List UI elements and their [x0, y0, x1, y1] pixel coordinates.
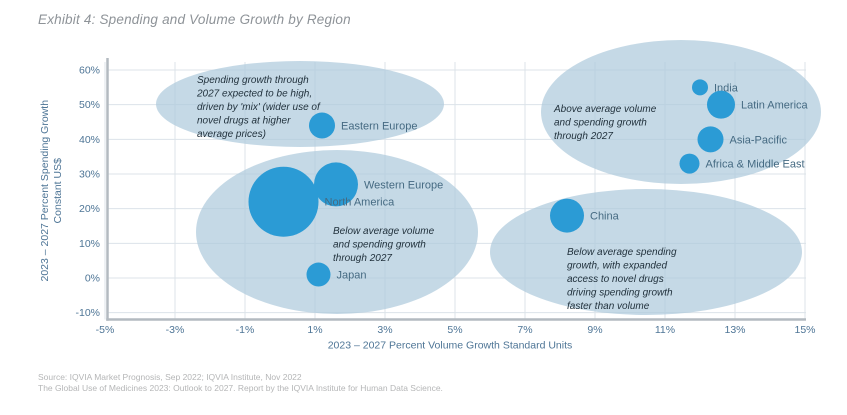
group-annotation-eastern-europe: driven by 'mix' (wider use of: [197, 102, 321, 113]
bubble-label-china: China: [590, 211, 620, 223]
bubble-asia-pacific: [697, 126, 724, 153]
group-annotation-eastern-europe: Spending growth through: [197, 75, 309, 86]
group-annotation-high-growth-markets: through 2027: [554, 131, 613, 142]
x-tick-label: -5%: [96, 324, 115, 336]
bubble-label-africa-middle-east: Africa & Middle East: [706, 159, 805, 171]
y-tick-label: 50%: [79, 99, 100, 111]
source-line: Source: IQVIA Market Prognosis, Sep 2022…: [38, 372, 302, 382]
bubble-label-eastern-europe: Eastern Europe: [341, 120, 417, 132]
group-annotation-developed-markets: Below average volume: [333, 226, 435, 237]
bubble-label-latin-america: Latin America: [741, 100, 809, 112]
bubble-africa-middle-east: [679, 153, 700, 174]
x-tick-label: 7%: [517, 324, 532, 336]
group-ellipse-high-growth-markets: [541, 40, 821, 184]
bubble-india: [692, 79, 708, 96]
x-tick-label: 15%: [794, 324, 815, 336]
bubble-label-north-america: North America: [325, 197, 396, 209]
group-annotation-developed-markets: and spending growth: [333, 240, 426, 251]
y-tick-label: 30%: [79, 169, 100, 181]
y-tick-label: 20%: [79, 203, 100, 215]
x-tick-label: -1%: [236, 324, 255, 336]
x-tick-label: 9%: [587, 324, 602, 336]
y-axis-title-line-1: 2023 – 2027 Percent Spending Growth: [39, 100, 51, 282]
x-tick-label: 1%: [307, 324, 322, 336]
x-tick-label: 3%: [377, 324, 392, 336]
y-tick-label: 40%: [79, 134, 100, 146]
group-ellipse-eastern-europe: [156, 61, 444, 147]
x-axis-title: 2023 – 2027 Percent Volume Growth Standa…: [328, 340, 573, 352]
bubble-north-america: [248, 166, 319, 237]
y-tick-label: 60%: [79, 65, 100, 77]
bubble-label-japan: Japan: [337, 270, 367, 282]
y-tick-label: 10%: [79, 238, 100, 250]
group-annotation-high-growth-markets: and spending growth: [554, 118, 647, 129]
group-annotation-eastern-europe: 2027 expected to be high,: [196, 89, 312, 100]
x-tick-label: 11%: [655, 324, 675, 336]
bubble-label-western-europe: Western Europe: [364, 179, 443, 191]
group-annotation-high-growth-markets: Above average volume: [553, 104, 657, 115]
y-axis-title-line-2: Constant US$: [52, 158, 64, 224]
bubble-label-asia-pacific: Asia-Pacific: [730, 134, 788, 146]
group-annotation-china-group: faster than volume: [567, 301, 650, 312]
group-annotation-eastern-europe: novel drugs at higher: [197, 116, 291, 127]
group-annotation-china-group: access to novel drugs: [567, 274, 664, 285]
x-tick-label: 13%: [724, 324, 745, 336]
chart-title: Exhibit 4: Spending and Volume Growth by…: [38, 12, 351, 27]
bubble-latin-america: [707, 90, 735, 119]
x-tick-label: 5%: [447, 324, 462, 336]
group-annotation-eastern-europe: average prices): [197, 129, 266, 140]
group-annotation-china-group: driving spending growth: [567, 288, 673, 299]
y-tick-label: 0%: [85, 273, 100, 285]
bubble-china: [550, 198, 584, 233]
group-annotation-developed-markets: through 2027: [333, 253, 392, 264]
group-annotation-china-group: Below average spending: [567, 247, 677, 258]
y-tick-label: -10%: [75, 307, 100, 319]
x-tick-label: -3%: [166, 324, 185, 336]
bubble-japan: [306, 262, 331, 287]
bubble-eastern-europe: [309, 112, 335, 139]
report-line: The Global Use of Medicines 2023: Outloo…: [38, 383, 443, 393]
group-annotation-china-group: growth, with expanded: [567, 261, 668, 272]
bubble-western-europe: [314, 162, 358, 207]
